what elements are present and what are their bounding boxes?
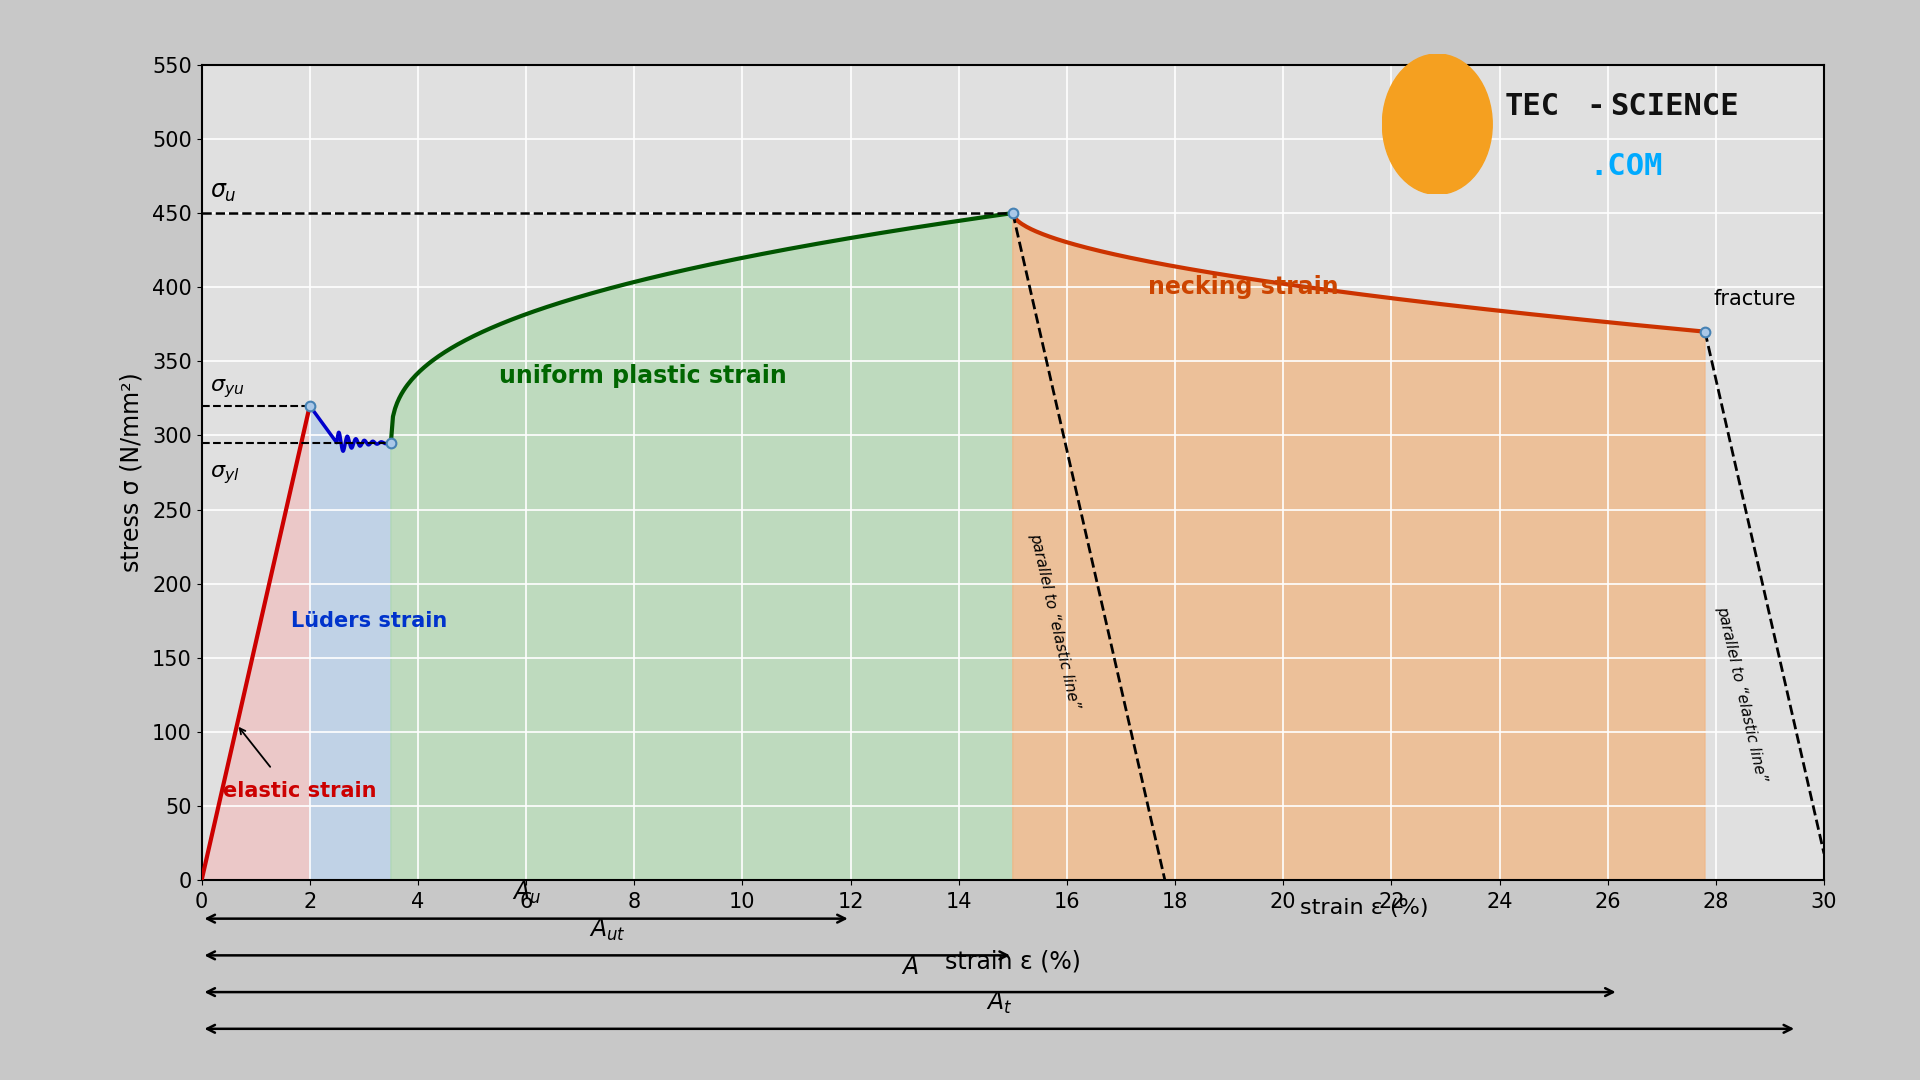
Text: $\sigma_{yu}$: $\sigma_{yu}$ [209, 377, 244, 400]
Polygon shape [309, 406, 392, 880]
Text: uniform plastic strain: uniform plastic strain [499, 364, 787, 388]
Text: -: - [1590, 92, 1601, 121]
Text: necking strain: necking strain [1148, 275, 1338, 299]
Text: .COM: .COM [1590, 152, 1663, 180]
Polygon shape [392, 213, 1014, 880]
Text: fracture: fracture [1713, 289, 1795, 310]
Text: elastic strain: elastic strain [223, 781, 376, 801]
Polygon shape [1014, 213, 1705, 880]
Ellipse shape [1382, 54, 1492, 194]
Text: $A$: $A$ [900, 955, 920, 980]
Text: $\sigma_{yl}$: $\sigma_{yl}$ [209, 463, 240, 486]
Y-axis label: stress σ (N/mm²): stress σ (N/mm²) [119, 373, 144, 572]
Text: TEC: TEC [1505, 92, 1561, 121]
Polygon shape [202, 406, 309, 880]
Text: $\sigma_u$: $\sigma_u$ [209, 180, 236, 204]
Text: parallel to “elastic line”: parallel to “elastic line” [1027, 531, 1081, 710]
Text: strain ε (%): strain ε (%) [1300, 899, 1428, 918]
Text: Lüders strain: Lüders strain [290, 611, 447, 631]
Text: parallel to “elastic line”: parallel to “elastic line” [1715, 605, 1768, 783]
Text: strain ε (%): strain ε (%) [945, 949, 1081, 973]
Text: $A_u$: $A_u$ [511, 879, 541, 906]
Text: $A_{ut}$: $A_{ut}$ [589, 916, 626, 943]
Text: SCIENCE: SCIENCE [1611, 92, 1740, 121]
Text: $A_t$: $A_t$ [987, 989, 1012, 1016]
